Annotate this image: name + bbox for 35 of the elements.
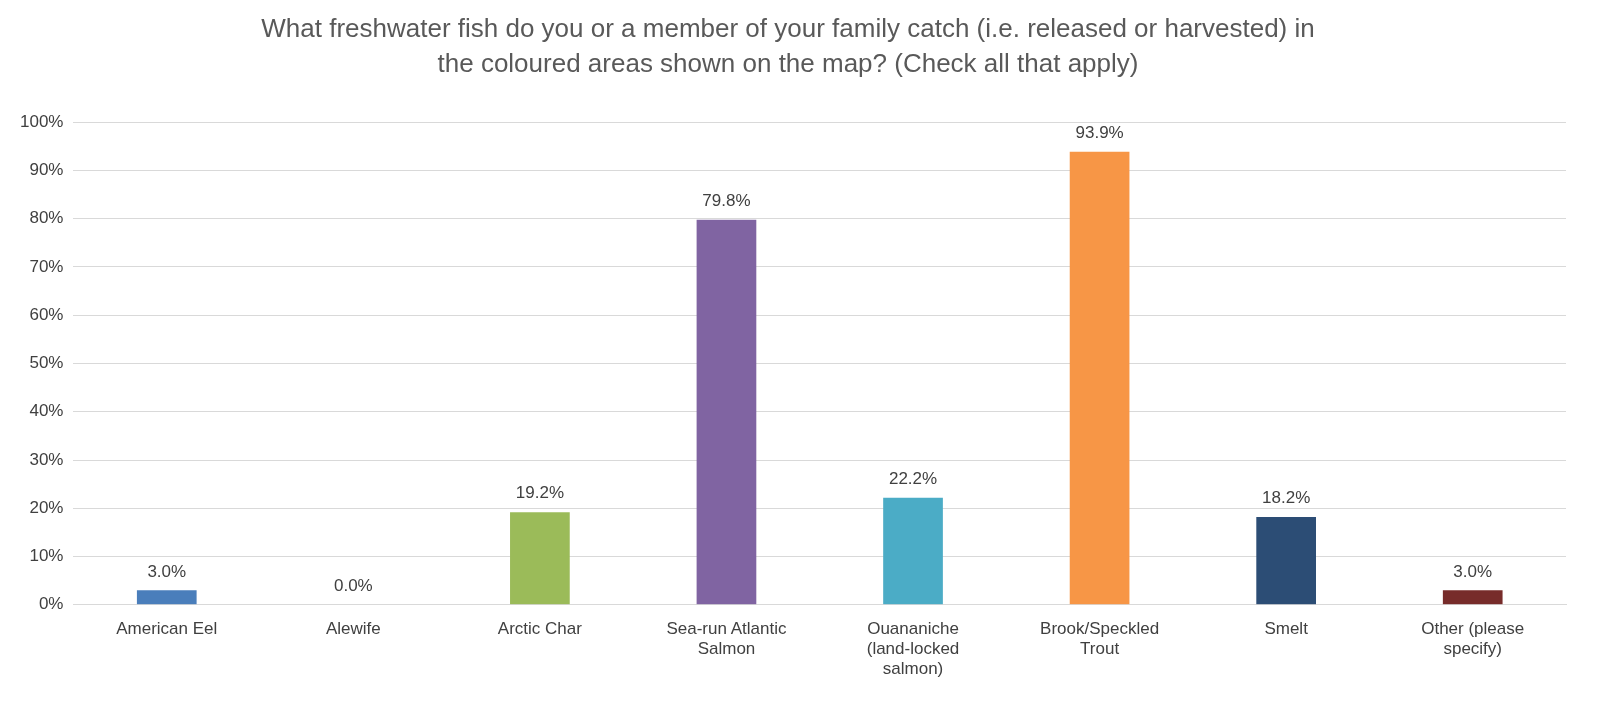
chart-title: What freshwater fish do you or a member of your family catch (i.e. released or harvested) in the coloured areas shown on the map? (Check all that apply) [261, 12, 1315, 78]
bar [1069, 151, 1130, 605]
y-tick-label: 30% [29, 449, 64, 469]
data-label: 0.0% [333, 575, 373, 595]
y-tick-label: 0% [38, 594, 64, 614]
y-tick-label: 20% [29, 497, 64, 517]
data-label: 19.2% [515, 483, 564, 503]
data-label: 18.2% [1262, 488, 1311, 508]
x-tick-label: Sea-run Atlantic Salmon [666, 618, 787, 659]
y-tick-label: 100% [20, 111, 64, 131]
x-tick-label: Arctic Char [497, 618, 583, 638]
x-tick-label: Alewife [325, 618, 381, 638]
y-tick-label: 40% [29, 401, 64, 421]
y-tick-label: 90% [29, 160, 64, 180]
bar [136, 590, 197, 605]
y-tick-label: 10% [29, 546, 64, 566]
data-label: 93.9% [1075, 122, 1124, 142]
bar [510, 512, 570, 605]
bar [1442, 590, 1503, 605]
x-tick-label: Other (please specify) [1421, 618, 1525, 659]
data-label: 22.2% [888, 468, 938, 488]
data-label: 3.0% [1453, 561, 1493, 581]
x-tick-label: American Eel [116, 618, 218, 638]
bar [1256, 516, 1316, 605]
x-tick-label: Ouananiche (land-locked salmon) [866, 618, 960, 679]
x-tick-label: Brook/Speckled Trout [1040, 618, 1160, 659]
y-tick-label: 60% [29, 304, 64, 324]
y-tick-label: 70% [29, 256, 64, 276]
y-tick-label: 50% [29, 353, 64, 373]
bar [883, 497, 943, 605]
y-tick-label: 80% [29, 208, 64, 228]
x-tick-label: Smelt [1264, 618, 1309, 638]
data-label: 79.8% [702, 190, 751, 210]
data-label: 3.0% [147, 561, 187, 581]
bar [696, 219, 757, 605]
